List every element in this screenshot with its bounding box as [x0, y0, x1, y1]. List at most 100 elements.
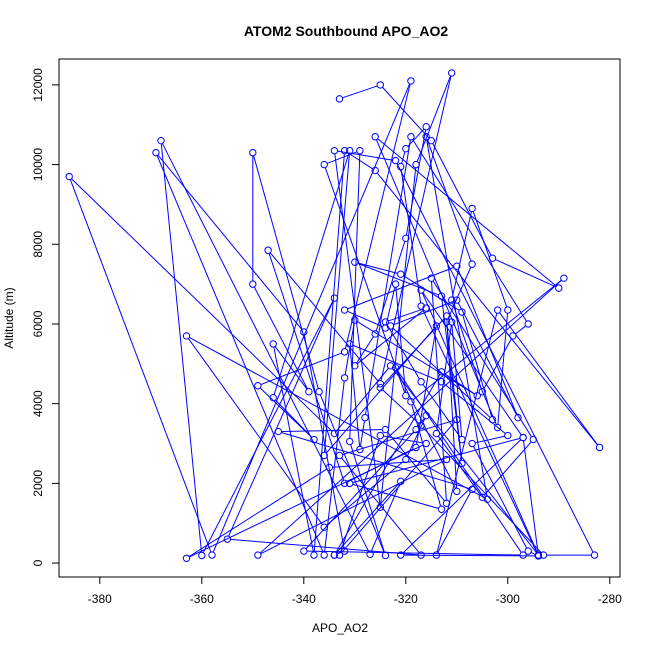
series-line-segment	[495, 259, 557, 288]
series-line-segment	[357, 321, 475, 395]
data-point	[407, 77, 415, 85]
data-point	[453, 415, 461, 424]
data-point	[422, 304, 430, 312]
series-line-segment	[421, 292, 538, 553]
data-point	[391, 156, 400, 165]
data-point	[300, 328, 308, 336]
series-line-segment	[313, 153, 345, 552]
x-tick-label: -320	[394, 592, 418, 606]
series-line-segment	[319, 394, 385, 553]
series-line-segment	[336, 367, 389, 432]
series-line-segment	[473, 446, 528, 549]
series-line-segment	[344, 323, 355, 375]
data-point	[397, 270, 405, 278]
series-line-segment	[396, 370, 456, 489]
data-point	[223, 535, 232, 543]
data-point	[340, 374, 349, 382]
data-point	[198, 551, 206, 560]
data-point	[534, 552, 543, 560]
series-line-segment	[202, 300, 334, 553]
series-line-segment	[359, 420, 365, 447]
data-point	[524, 320, 532, 328]
x-tick-label: -360	[190, 592, 214, 606]
data-point	[351, 316, 359, 324]
data-point	[473, 392, 481, 400]
series-line-segment	[156, 155, 324, 553]
data-point	[335, 551, 344, 559]
data-point	[376, 503, 384, 511]
chart-title: ATOM2 Southbound APO_AO2	[244, 23, 449, 39]
series-line-segment	[401, 151, 406, 164]
series-line-segment	[380, 167, 417, 505]
data-point	[346, 437, 354, 446]
data-point	[453, 487, 461, 496]
data-point	[432, 429, 441, 438]
data-point	[305, 388, 313, 396]
y-axis: 0 2000 4000 6000 8000 10000 12000	[31, 68, 60, 566]
data-point	[493, 306, 502, 314]
data-point	[340, 479, 349, 488]
data-point	[412, 160, 420, 169]
series-line-segment	[385, 287, 396, 325]
data-point	[376, 384, 384, 392]
series-line-segment	[388, 308, 424, 322]
y-tick-label: 8000	[31, 231, 45, 258]
data-point	[386, 322, 395, 330]
data-point	[422, 411, 430, 420]
y-tick-label: 12000	[31, 68, 45, 102]
data-point	[493, 423, 502, 432]
data-point	[417, 378, 425, 386]
data-point	[478, 493, 486, 502]
data-point	[422, 133, 430, 141]
series-line-segment	[413, 279, 562, 401]
data-point	[249, 148, 257, 157]
series-line-segment	[393, 300, 455, 326]
series-line-segment	[352, 483, 439, 509]
data-point	[340, 547, 349, 555]
data-point	[376, 431, 384, 440]
data-point	[504, 431, 512, 440]
data-point	[381, 324, 390, 332]
data-point	[340, 306, 349, 314]
data-point	[442, 455, 451, 464]
series-line-segment	[71, 178, 333, 432]
series-line-segment	[357, 262, 439, 296]
series-line-segment	[377, 138, 557, 287]
data-point	[320, 551, 328, 559]
data-point	[417, 286, 425, 294]
data-point	[412, 443, 420, 452]
series-line-segment	[422, 292, 522, 436]
series-line-segment	[383, 435, 424, 444]
data-point	[65, 172, 73, 181]
data-point	[346, 146, 354, 155]
series-line-segment	[161, 143, 370, 552]
data-point	[381, 425, 390, 434]
data-point	[468, 485, 476, 494]
data-point	[356, 146, 364, 155]
series-line-segment	[396, 163, 594, 553]
data-point	[315, 388, 323, 396]
data-point	[351, 258, 359, 266]
series-line-segment	[189, 444, 424, 558]
data-point	[330, 294, 339, 302]
data-point	[432, 551, 441, 559]
series-line-segment	[392, 368, 537, 553]
data-point	[152, 148, 160, 157]
data-point	[391, 364, 400, 372]
data-point	[488, 254, 497, 262]
data-point	[269, 340, 277, 348]
data-point	[519, 551, 527, 559]
data-point	[402, 234, 410, 243]
data-point	[386, 362, 395, 370]
data-point	[407, 397, 415, 406]
data-point	[442, 312, 451, 320]
series-line-segment	[416, 329, 437, 445]
series-line-segment	[189, 337, 485, 499]
series-line-segment	[69, 179, 212, 553]
x-tick-label: -280	[598, 592, 622, 606]
series-line-segment	[392, 327, 491, 418]
series-line-segment	[324, 380, 345, 552]
data-point	[320, 160, 328, 169]
data-point	[458, 435, 466, 444]
